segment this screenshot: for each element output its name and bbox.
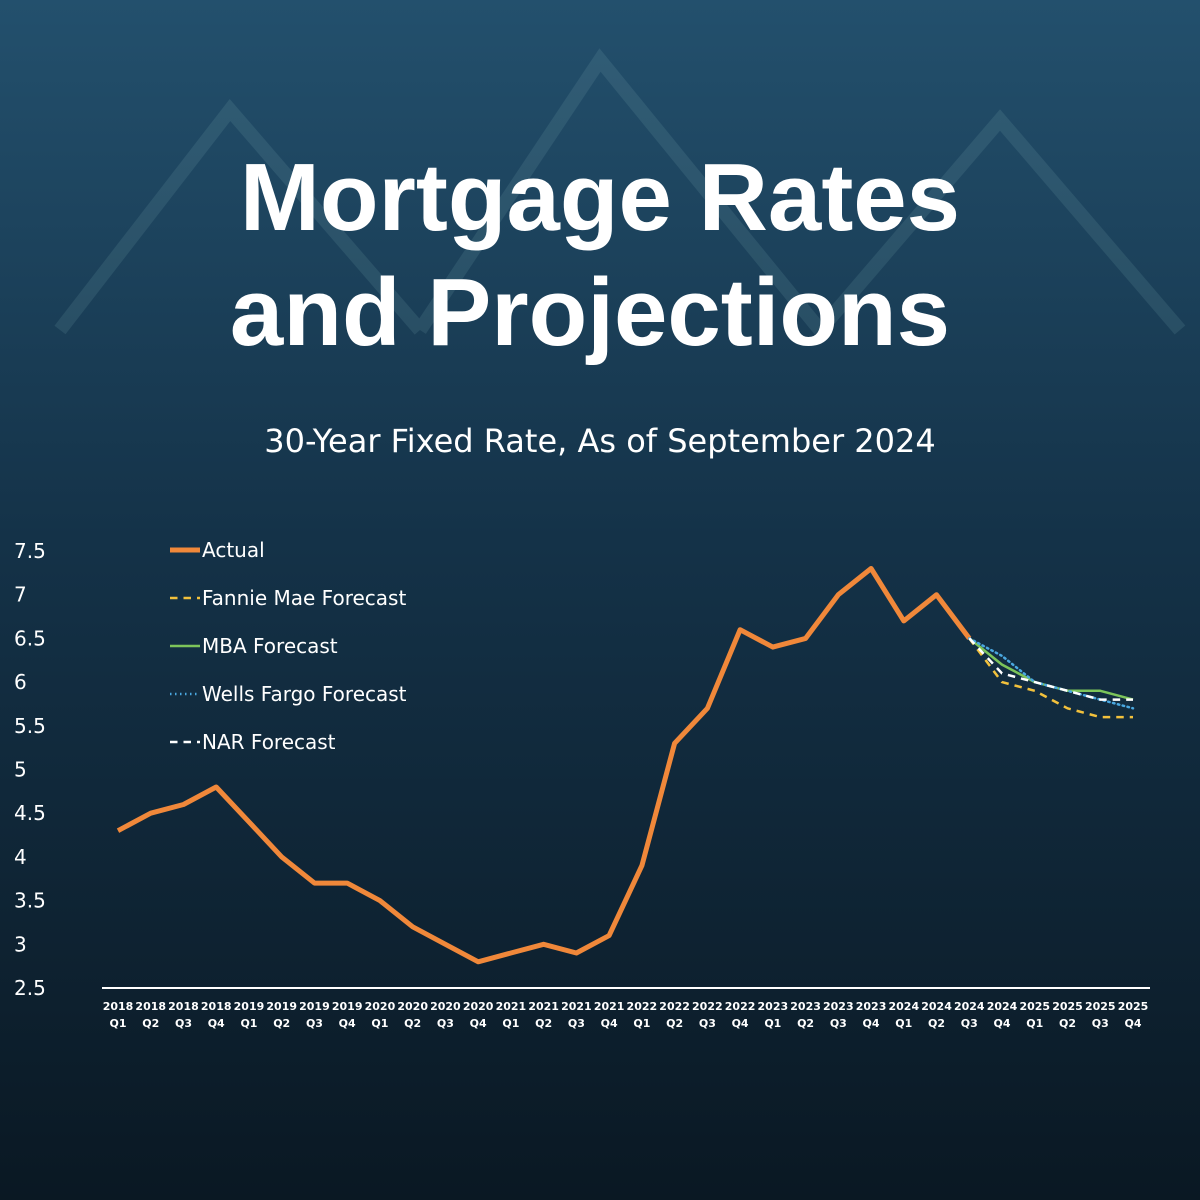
chart-subtitle: 30-Year Fixed Rate, As of September 2024 bbox=[264, 422, 935, 460]
x-tick-label: 2024 Q3 bbox=[954, 1000, 985, 1030]
legend-label: Wells Fargo Forecast bbox=[202, 682, 407, 706]
y-tick-label: 7 bbox=[14, 583, 27, 607]
series-line bbox=[968, 637, 1133, 701]
x-tick-label: 2020 Q2 bbox=[397, 1000, 428, 1030]
series-line bbox=[968, 637, 1133, 719]
x-tick-label: 2018 Q3 bbox=[168, 1000, 199, 1030]
x-tick-label: 2018 Q1 bbox=[103, 1000, 134, 1030]
y-tick-label: 7.5 bbox=[14, 539, 46, 563]
y-tick-label: 3 bbox=[14, 932, 27, 956]
house-silhouette bbox=[54, 48, 1186, 335]
x-tick-label: 2021 Q3 bbox=[561, 1000, 592, 1030]
x-tick-label: 2019 Q1 bbox=[234, 1000, 265, 1030]
x-tick-label: 2022 Q4 bbox=[725, 1000, 756, 1030]
x-tick-label: 2023 Q1 bbox=[758, 1000, 789, 1030]
chart-title: Mortgage Rates bbox=[240, 144, 960, 251]
legend-label: MBA Forecast bbox=[202, 634, 338, 658]
x-tick-label: 2024 Q1 bbox=[888, 1000, 919, 1030]
x-tick-label: 2020 Q1 bbox=[365, 1000, 396, 1030]
x-tick-label: 2022 Q1 bbox=[627, 1000, 658, 1030]
x-tick-label: 2020 Q4 bbox=[463, 1000, 494, 1030]
y-tick-label: 6 bbox=[14, 670, 27, 694]
x-tick-label: 2022 Q3 bbox=[692, 1000, 723, 1030]
y-tick-label: 5 bbox=[14, 758, 27, 782]
x-tick-label: 2023 Q3 bbox=[823, 1000, 854, 1030]
x-tick-label: 2021 Q1 bbox=[496, 1000, 527, 1030]
y-tick-label: 4 bbox=[14, 845, 27, 869]
x-tick-label: 2025 Q3 bbox=[1085, 1000, 1116, 1030]
y-tick-label: 6.5 bbox=[14, 626, 46, 650]
legend-label: NAR Forecast bbox=[202, 730, 336, 754]
y-tick-label: 2.5 bbox=[14, 976, 46, 1000]
x-tick-label: 2024 Q4 bbox=[987, 1000, 1018, 1030]
x-tick-label: 2024 Q2 bbox=[921, 1000, 952, 1030]
y-tick-label: 4.5 bbox=[14, 801, 46, 825]
chart-title: and Projections bbox=[230, 259, 950, 366]
x-tick-label: 2019 Q4 bbox=[332, 1000, 363, 1030]
y-tick-label: 3.5 bbox=[14, 889, 46, 913]
legend-label: Fannie Mae Forecast bbox=[202, 586, 406, 610]
x-tick-label: 2023 Q4 bbox=[856, 1000, 887, 1030]
x-tick-label: 2025 Q2 bbox=[1052, 1000, 1083, 1030]
x-tick-label: 2019 Q2 bbox=[266, 1000, 297, 1030]
x-tick-label: 2018 Q2 bbox=[135, 1000, 166, 1030]
x-tick-label: 2018 Q4 bbox=[201, 1000, 232, 1030]
x-tick-label: 2020 Q3 bbox=[430, 1000, 461, 1030]
x-tick-label: 2021 Q4 bbox=[594, 1000, 625, 1030]
y-tick-label: 5.5 bbox=[14, 714, 46, 738]
x-tick-label: 2019 Q3 bbox=[299, 1000, 330, 1030]
x-tick-label: 2025 Q1 bbox=[1019, 1000, 1050, 1030]
legend-label: Actual bbox=[202, 538, 265, 562]
x-tick-label: 2025 Q4 bbox=[1118, 1000, 1149, 1030]
x-tick-label: 2023 Q2 bbox=[790, 1000, 821, 1030]
x-tick-label: 2022 Q2 bbox=[659, 1000, 690, 1030]
x-tick-label: 2021 Q2 bbox=[528, 1000, 559, 1030]
series-line bbox=[116, 566, 972, 965]
